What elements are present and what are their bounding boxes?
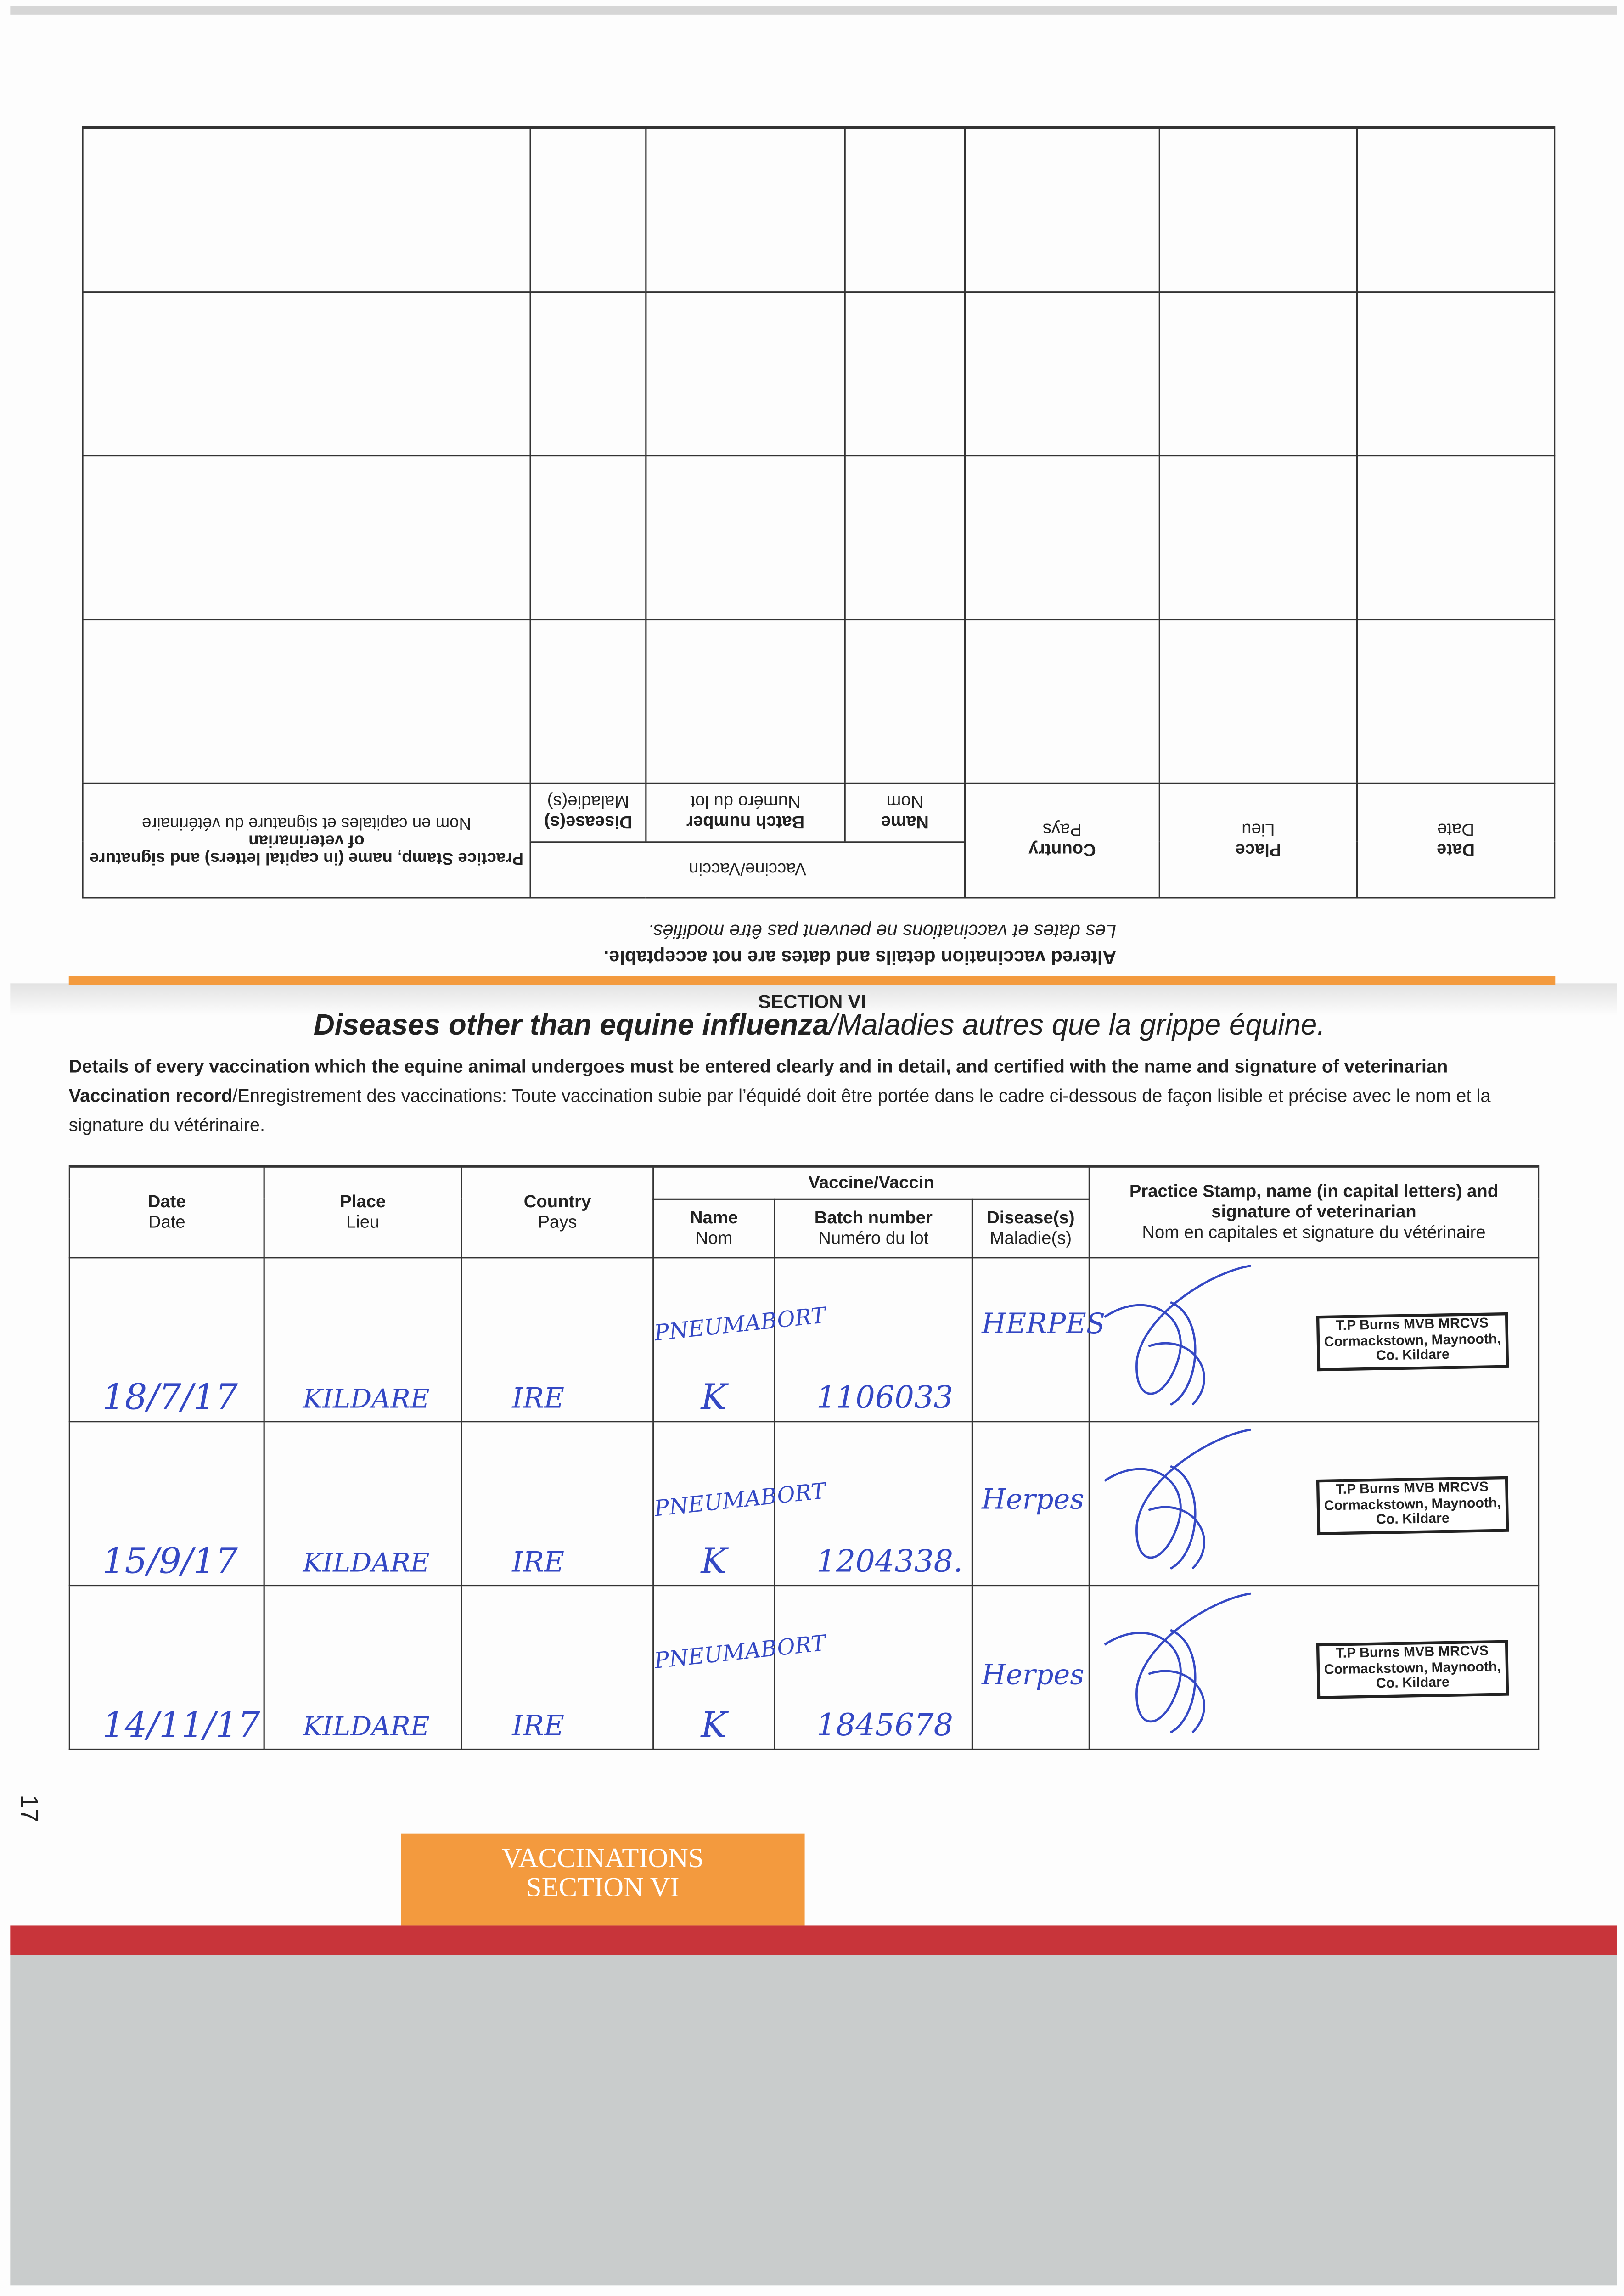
section-title-fr: /Maladies autres que la grippe équine.	[829, 1009, 1326, 1042]
practice-stamp: T.P Burns MVB MRCVS Cormackstown, Maynoot…	[1316, 1475, 1509, 1534]
name-k-value: K	[701, 1540, 727, 1581]
section-label: SECTION VI	[758, 990, 866, 1013]
header-name: Name Nom	[652, 1198, 775, 1258]
table-row: 15/9/17 KILDARE IRE PNEUMABORT K 1204338. Herp…	[68, 1420, 1540, 1586]
header-stamp: Practice Stamp, name (in capital letters…	[82, 783, 531, 898]
date-value: 14/11/17	[102, 1704, 260, 1745]
batch-value: 1204338.	[816, 1543, 963, 1578]
header-disease: Disease(s) Maladie(s)	[971, 1198, 1090, 1258]
cell-batch: 1106033	[774, 1256, 973, 1422]
section-title: Diseases other than equine influenza/Mal…	[0, 1010, 1624, 1043]
inverted-upper-page: Altered vaccination details and dates ar…	[82, 126, 1556, 986]
cell-stamp: T.P Burns MVB MRCVS Cormackstown, Maynoot…	[1088, 1584, 1540, 1750]
place-value: KILDARE	[303, 1711, 430, 1742]
orange-divider	[68, 976, 1556, 985]
practice-stamp: T.P Burns MVB MRCVS Cormackstown, Maynoot…	[1316, 1311, 1509, 1370]
cell-place: KILDARE	[263, 1584, 462, 1750]
table-row: 18/7/17 KILDARE IRE PNEUMABORT K 1106033 HERPE…	[68, 1256, 1540, 1422]
header-batch: Batch number Numéro du lot	[774, 1198, 973, 1258]
batch-value: 1106033	[816, 1379, 954, 1414]
disease-value: HERPES	[982, 1307, 1106, 1340]
tab-line2: SECTION VI	[526, 1873, 680, 1904]
header-vaccine: Vaccine/Vaccin	[530, 842, 965, 898]
name-k-value: K	[701, 1376, 727, 1418]
batch-value: 1845678	[816, 1707, 954, 1742]
country-value: IRE	[512, 1710, 564, 1742]
cell-date: 18/7/17	[68, 1256, 265, 1422]
header-batch: Batch number Numéro du lot	[646, 783, 845, 842]
header-country: Country Pays	[461, 1165, 654, 1258]
cell-disease: HERPES	[971, 1256, 1105, 1422]
intro-fr: /Enregistrement des vaccinations: Toute …	[68, 1086, 1491, 1136]
header-date: Date Date	[68, 1165, 265, 1258]
cell-name: PNEUMABORT K	[652, 1420, 827, 1586]
cell-name: PNEUMABORT K	[652, 1256, 827, 1422]
country-value: IRE	[512, 1546, 564, 1578]
cell-place: KILDARE	[263, 1420, 462, 1586]
cell-batch: 1845678	[774, 1584, 973, 1750]
cell-country: IRE	[461, 1256, 654, 1422]
cell-date: 14/11/17	[68, 1584, 265, 1750]
empty-row	[82, 127, 1555, 292]
signature	[1104, 1264, 1251, 1405]
header-country: Country Pays	[965, 783, 1160, 898]
red-band	[10, 1925, 1617, 1955]
section-intro: Details of every vaccination which the e…	[69, 1052, 1546, 1140]
vaccination-table: Date Date Place Lieu Country Pays Vaccine/V…	[68, 1165, 1540, 1750]
scan-backdrop	[10, 1955, 1617, 2286]
empty-row	[82, 292, 1555, 456]
section-title-en: Diseases other than equine influenza	[313, 1009, 829, 1042]
cell-stamp: T.P Burns MVB MRCVS Cormackstown, Maynoot…	[1088, 1420, 1540, 1586]
disease-value: Herpes	[982, 1658, 1085, 1691]
cell-country: IRE	[461, 1420, 654, 1586]
empty-row	[82, 456, 1555, 620]
header-name: Name Nom	[845, 783, 965, 842]
header-vaccine: Vaccine/Vaccin	[652, 1165, 1090, 1199]
cell-date: 15/9/17	[68, 1420, 265, 1586]
section-tab: VACCINATIONS SECTION VI	[401, 1833, 805, 1926]
header-date: Date Date	[1357, 783, 1555, 898]
table-row: 14/11/17 KILDARE IRE PNEUMABORT K 1845678 Herp…	[68, 1584, 1540, 1750]
signature	[1104, 1428, 1251, 1569]
name-k-value: K	[701, 1704, 727, 1745]
date-value: 18/7/17	[102, 1376, 238, 1418]
place-value: KILDARE	[303, 1383, 430, 1414]
cell-disease: Herpes	[971, 1420, 1090, 1586]
header-stamp: Practice Stamp, name (in capital letters…	[1088, 1165, 1540, 1258]
cell-name: PNEUMABORT K	[652, 1584, 827, 1750]
header-disease: Disease(s) Maladie(s)	[530, 783, 646, 842]
inverted-warning-fr: Les dates et vaccinations ne peuvent pas…	[648, 920, 1117, 943]
header-place: Place Lieu	[263, 1165, 462, 1258]
cell-country: IRE	[461, 1584, 654, 1750]
header-place: Place Lieu	[1159, 783, 1357, 898]
page-number: 17	[15, 1795, 43, 1823]
cell-place: KILDARE	[263, 1256, 462, 1422]
inverted-warning-en: Altered vaccination details and dates ar…	[603, 946, 1117, 969]
date-value: 15/9/17	[102, 1540, 238, 1581]
empty-row	[82, 619, 1555, 784]
place-value: KILDARE	[303, 1547, 430, 1578]
intro-en: Details of every vaccination which the e…	[68, 1056, 1448, 1077]
practice-stamp: T.P Burns MVB MRCVS Cormackstown, Maynoot…	[1316, 1639, 1509, 1698]
signature	[1104, 1592, 1251, 1733]
page-fold-shadow	[10, 983, 1617, 1016]
cell-stamp: T.P Burns MVB MRCVS Cormackstown, Maynoot…	[1088, 1256, 1540, 1422]
disease-value: Herpes	[982, 1483, 1085, 1515]
tab-line1: VACCINATIONS	[502, 1843, 704, 1874]
scan-top-edge	[10, 6, 1617, 15]
cell-batch: 1204338.	[774, 1420, 973, 1586]
cell-disease: Herpes	[971, 1584, 1090, 1750]
inverted-vaccination-table: Date Date Place Lieu Country Pays Vaccine/V…	[82, 126, 1556, 899]
country-value: IRE	[512, 1382, 564, 1414]
intro-record: Vaccination record	[68, 1086, 233, 1106]
